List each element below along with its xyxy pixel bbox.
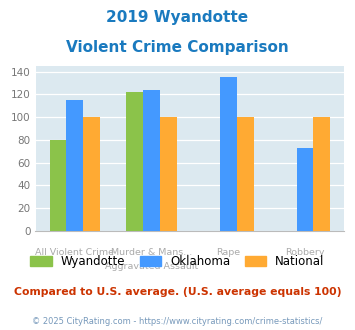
Text: Aggravated Assault: Aggravated Assault [105,262,198,271]
Text: Compared to U.S. average. (U.S. average equals 100): Compared to U.S. average. (U.S. average … [14,287,341,297]
Text: Robbery: Robbery [285,248,325,257]
Text: Rape: Rape [216,248,240,257]
Bar [126,92,143,231]
Text: © 2025 CityRating.com - https://www.cityrating.com/crime-statistics/: © 2025 CityRating.com - https://www.city… [32,317,323,326]
Legend: Wyandotte, Oklahoma, National: Wyandotte, Oklahoma, National [30,255,325,268]
Text: 2019 Wyandotte: 2019 Wyandotte [106,10,248,25]
Bar [83,117,100,231]
Bar [143,90,160,231]
Bar [220,77,237,231]
Bar [313,117,330,231]
Bar [50,140,66,231]
Text: Murder & Mans...: Murder & Mans... [111,248,192,257]
Bar [237,117,253,231]
Bar [296,148,313,231]
Text: All Violent Crime: All Violent Crime [36,248,114,257]
Bar [160,117,177,231]
Bar [66,100,83,231]
Text: Violent Crime Comparison: Violent Crime Comparison [66,40,289,54]
